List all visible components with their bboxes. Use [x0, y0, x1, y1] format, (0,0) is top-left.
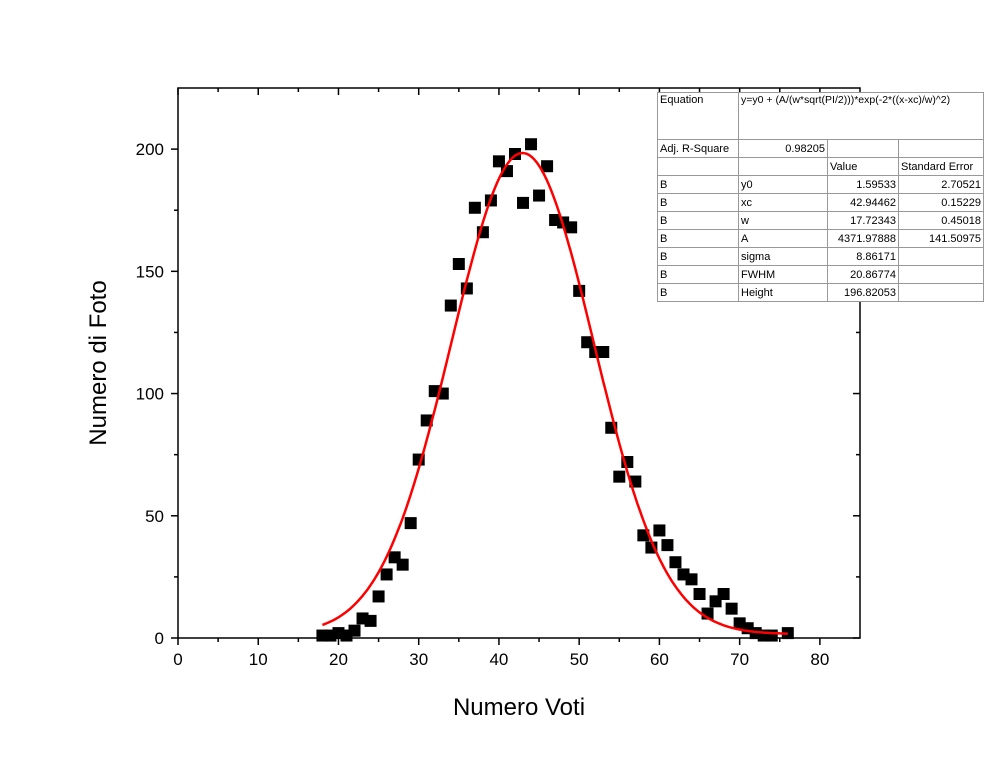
r2-row: Adj. R-Square 0.98205 — [657, 139, 984, 158]
data-point — [765, 629, 778, 642]
param-error: 141.50975 — [898, 229, 984, 248]
data-point — [533, 189, 546, 202]
x-tick-label: 60 — [650, 650, 669, 669]
param-error — [898, 283, 984, 302]
param-name: xc — [738, 193, 828, 212]
param-error: 0.45018 — [898, 211, 984, 230]
param-row: B Height 196.82053 — [657, 283, 984, 302]
param-group: B — [657, 229, 739, 248]
param-name: FWHM — [738, 265, 828, 284]
data-point — [348, 624, 361, 637]
x-tick-label: 0 — [173, 650, 182, 669]
data-point — [404, 517, 417, 530]
equation-label: Equation — [657, 92, 739, 140]
r2-label: Adj. R-Square — [657, 139, 739, 158]
param-group: B — [657, 247, 739, 266]
plot-frame — [177, 87, 861, 639]
x-tick-label: 20 — [329, 650, 348, 669]
x-axis-label: Numero Voti — [453, 694, 585, 721]
param-value: 20.86774 — [827, 265, 899, 284]
r2-value: 0.98205 — [738, 139, 828, 158]
data-point — [693, 588, 706, 600]
param-value: 196.82053 — [827, 283, 899, 302]
data-point — [420, 414, 433, 427]
x-tick-label: 40 — [489, 650, 508, 669]
data-point — [517, 196, 530, 209]
x-tick-label: 30 — [409, 650, 428, 669]
param-value: 17.72343 — [827, 211, 899, 230]
data-point — [613, 470, 626, 483]
data-point — [541, 160, 554, 173]
param-name: y0 — [738, 175, 828, 194]
data-point — [364, 614, 377, 627]
data-point — [653, 524, 666, 537]
error-header: Standard Error — [898, 157, 984, 176]
param-value: 1.59533 — [827, 175, 899, 194]
y-tick-label: 100 — [136, 385, 164, 404]
param-group: B — [657, 283, 739, 302]
param-row: B A 4371.97888 141.50975 — [657, 229, 984, 248]
param-value: 42.94462 — [827, 193, 899, 212]
data-point — [380, 568, 393, 581]
data-point — [717, 588, 730, 600]
param-name: sigma — [738, 247, 828, 266]
data-point — [396, 558, 409, 571]
x-tick-label: 70 — [730, 650, 749, 669]
data-point — [597, 346, 610, 358]
y-tick-label: 0 — [155, 629, 164, 648]
value-header: Value — [827, 157, 899, 176]
data-point — [525, 138, 538, 151]
param-error — [898, 247, 984, 266]
fit-curve — [321, 151, 788, 635]
param-error: 2.70521 — [898, 175, 984, 194]
param-group: B — [657, 175, 739, 194]
x-tick-label: 50 — [570, 650, 589, 669]
data-point — [492, 155, 505, 168]
equation-value: y=y0 + (A/(w*sqrt(PI/2)))*exp(-2*((x-xc)… — [738, 92, 984, 140]
param-name: Height — [738, 283, 828, 302]
fit-results-table: Equation y=y0 + (A/(w*sqrt(PI/2)))*exp(-… — [657, 92, 984, 302]
data-point — [661, 539, 674, 552]
data-point — [581, 336, 594, 349]
equation-row: Equation y=y0 + (A/(w*sqrt(PI/2)))*exp(-… — [657, 92, 984, 140]
x-tick-label: 10 — [249, 650, 268, 669]
data-point — [669, 556, 682, 569]
param-group: B — [657, 211, 739, 230]
param-group: B — [657, 193, 739, 212]
header-row: Value Standard Error — [657, 157, 984, 176]
data-point — [637, 529, 650, 542]
data-point — [685, 573, 698, 586]
y-tick-label: 200 — [136, 140, 164, 159]
param-group: B — [657, 265, 739, 284]
data-point — [452, 258, 465, 270]
y-axis-label: Numero di Foto — [85, 280, 112, 445]
param-name: A — [738, 229, 828, 248]
param-name: w — [738, 211, 828, 230]
param-value: 8.86171 — [827, 247, 899, 266]
y-tick-label: 150 — [136, 262, 164, 281]
param-error: 0.15229 — [898, 193, 984, 212]
param-error — [898, 265, 984, 284]
data-point — [372, 590, 385, 603]
data-point — [468, 201, 481, 214]
data-point — [565, 221, 578, 234]
y-tick-label: 50 — [145, 507, 164, 526]
param-value: 4371.97888 — [827, 229, 899, 248]
data-point — [725, 602, 738, 615]
data-point — [444, 299, 457, 312]
x-tick-label: 80 — [810, 650, 829, 669]
param-row: B FWHM 20.86774 — [657, 265, 984, 284]
